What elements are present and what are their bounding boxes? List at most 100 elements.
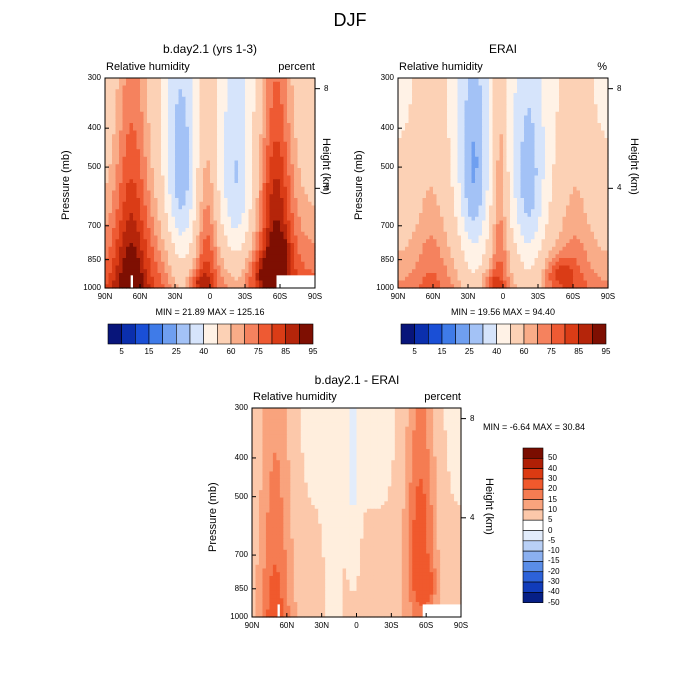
model-heatmap-cell <box>105 153 110 158</box>
model-heatmap-cell <box>157 123 162 128</box>
model-heatmap-cell <box>140 194 145 199</box>
obs-heatmap-cell <box>419 160 424 165</box>
obs-heatmap-cell <box>517 96 522 102</box>
obs-heatmap-cell <box>415 123 420 128</box>
model-heatmap-cell <box>210 123 215 128</box>
obs-heatmap-cell <box>475 81 480 87</box>
obs-heatmap-cell <box>419 145 424 150</box>
model-heatmap-cell <box>245 258 250 263</box>
model-heatmap-cell <box>311 258 316 263</box>
model-heatmap-cell <box>238 100 243 105</box>
obs-heatmap-cell <box>415 96 420 102</box>
model-heatmap-cell <box>122 243 127 248</box>
obs-heatmap-cell <box>604 85 609 90</box>
model-heatmap-cell <box>119 171 124 177</box>
obs-heatmap-cell <box>436 149 441 154</box>
model-heatmap-cell <box>168 119 173 124</box>
model-heatmap-cell <box>273 190 278 195</box>
model-heatmap-cell <box>143 228 148 233</box>
model-heatmap-cell <box>115 78 120 83</box>
obs-heatmap-cell <box>513 149 518 154</box>
model-heatmap-cell <box>269 171 274 177</box>
model-heatmap-cell <box>276 228 281 233</box>
model-heatmap-cell <box>259 205 264 210</box>
obs-heatmap-cell <box>415 149 420 154</box>
model-heatmap-cell <box>122 78 127 83</box>
model-heatmap-cell <box>150 246 155 252</box>
obs-heatmap-cell <box>590 108 595 113</box>
model-heatmap-cell <box>213 228 218 233</box>
model-heatmap-cell <box>133 228 138 233</box>
obs-heatmap-cell <box>471 160 476 165</box>
model-heatmap-cell <box>294 201 299 207</box>
obs-heatmap-cell <box>401 123 406 128</box>
obs-heatmap-cell <box>405 104 410 109</box>
model-heatmap-cell <box>154 138 159 143</box>
model-heatmap-cell <box>203 141 208 147</box>
model-heatmap-cell <box>136 168 141 173</box>
model-heatmap-cell <box>126 126 131 132</box>
model-heatmap-cell <box>252 190 257 195</box>
model-heatmap-cell <box>227 276 232 282</box>
model-heatmap-cell <box>164 224 169 229</box>
obs-heatmap-cell <box>559 81 564 87</box>
colorbar-model-swatch <box>121 323 136 345</box>
model-heatmap-cell <box>262 81 267 87</box>
obs-heatmap-cell <box>419 134 424 139</box>
model-heatmap-cell <box>227 156 232 162</box>
model-heatmap-cell <box>234 104 239 109</box>
model-heatmap-cell <box>119 141 124 147</box>
obs-heatmap-cell <box>485 164 490 169</box>
model-heatmap-cell <box>252 209 257 214</box>
model-heatmap-cell <box>259 243 264 248</box>
model-heatmap-cell <box>234 123 239 128</box>
model-heatmap-cell <box>245 269 250 274</box>
model-heatmap-cell <box>248 276 253 282</box>
model-heatmap-cell <box>252 130 257 135</box>
model-heatmap-cell <box>280 186 285 192</box>
model-heatmap-cell <box>112 246 117 252</box>
model-heatmap-cell <box>171 119 176 124</box>
obs-heatmap-cell <box>471 141 476 147</box>
model-heatmap-cell <box>175 168 180 173</box>
obs-heatmap-cell <box>422 78 427 83</box>
obs-heatmap-cell <box>524 156 529 162</box>
model-heatmap-cell <box>248 81 253 87</box>
model-heatmap-cell <box>203 108 208 113</box>
obs-heatmap-cell <box>454 171 459 177</box>
panel-model-plot <box>104 77 320 289</box>
model-heatmap-cell <box>175 108 180 113</box>
model-heatmap-cell <box>283 179 288 184</box>
model-heatmap-cell <box>196 130 201 135</box>
model-heatmap-cell <box>297 239 302 244</box>
model-heatmap-cell <box>297 254 302 259</box>
obs-heatmap-cell <box>506 138 511 143</box>
model-heatmap-cell <box>287 104 292 109</box>
model-heatmap-cell <box>168 81 173 87</box>
model-heatmap-cell <box>136 93 141 98</box>
model-heatmap-cell <box>273 149 278 154</box>
model-heatmap-cell <box>259 284 264 289</box>
model-heatmap-cell <box>168 134 173 139</box>
model-heatmap-cell <box>308 123 313 128</box>
obs-heatmap-cell <box>538 171 543 177</box>
model-heatmap-cell <box>175 78 180 83</box>
obs-heatmap-cell <box>408 78 413 83</box>
model-heatmap-cell <box>276 153 281 158</box>
model-heatmap-cell <box>157 205 162 210</box>
model-heatmap-cell <box>301 194 306 199</box>
model-heatmap-cell <box>213 171 218 177</box>
model-heatmap-cell <box>210 190 215 195</box>
model-heatmap-cell <box>227 164 232 169</box>
model-heatmap-cell <box>175 115 180 120</box>
obs-heatmap-cell <box>531 149 536 154</box>
model-heatmap-cell <box>147 228 152 233</box>
model-heatmap-cell <box>269 250 274 255</box>
model-heatmap-cell <box>217 164 222 169</box>
model-heatmap-cell <box>136 228 141 233</box>
obs-heatmap-cell <box>594 141 599 147</box>
model-heatmap-cell <box>227 100 232 105</box>
model-heatmap-cell <box>108 190 113 195</box>
model-heatmap-cell <box>175 273 180 278</box>
model-heatmap-cell <box>217 156 222 162</box>
